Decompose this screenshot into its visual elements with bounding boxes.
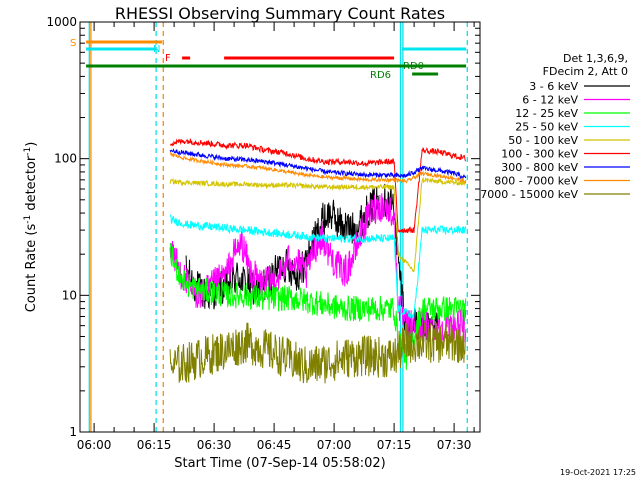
axes: 1 10 100 1000 06:00 06:15 06:30 06:45 07:00 07:15… [46, 15, 480, 452]
y-tick-label-2: 10 [62, 288, 77, 302]
y-axis-label-main: Count Rate (s [24, 224, 39, 313]
legend-label-2: 6 - 12 keV [522, 94, 578, 107]
flag-label-rd0: RD0 [403, 61, 424, 72]
chart-title: RHESSI Observing Summary Count Rates [115, 4, 445, 23]
series-line-7 [169, 148, 467, 180]
legend-label-9: 7000 - 15000 keV [480, 188, 578, 201]
legend-label-5: 50 - 100 keV [508, 134, 578, 147]
x-tick-label-3: 06:30 [197, 438, 232, 452]
y-axis-label: Count Rate (s-1 detector-1) [23, 142, 39, 313]
x-tick-label-2: 06:15 [137, 438, 172, 452]
series-line-4 [169, 214, 467, 319]
legend-label-4: 25 - 50 keV [515, 121, 578, 134]
x-axis-label: Start Time (07-Sep-14 05:58:02) [174, 456, 385, 471]
y-tick-label-4: 1000 [46, 15, 77, 29]
plot-area: S NF RD0 RD6 [70, 22, 468, 432]
legend-label-8: 800 - 7000 keV [494, 175, 578, 188]
plot-frame [79, 21, 481, 433]
legend-label-1: 3 - 6 keV [529, 80, 578, 93]
legend-label-6: 100 - 300 keV [501, 148, 578, 161]
legend-header-1: Det 1,3,6,9, [563, 52, 628, 65]
legend-header-2: FDecim 2, Att 0 [543, 65, 628, 78]
series-line-5 [169, 176, 467, 273]
x-tick-label-1: 06:00 [77, 438, 112, 452]
y-axis-label-sup1: -1 [23, 215, 33, 224]
flag-label-rd6: RD6 [370, 70, 391, 81]
y-axis-label-mid: detector [24, 155, 39, 215]
legend-label-7: 300 - 800 keV [501, 161, 578, 174]
series-line-6 [169, 138, 466, 234]
series-line-9 [169, 322, 467, 384]
series-line-1 [185, 183, 439, 342]
flag-label-s: S [70, 38, 76, 49]
x-tick-label-7: 07:30 [437, 438, 472, 452]
y-tick-label-3: 100 [54, 152, 77, 166]
series-line-8 [170, 152, 467, 184]
flag-label-f: F [165, 53, 171, 64]
footer-timestamp: 19-Oct-2021 17:25 [560, 468, 636, 477]
series-line-3 [169, 243, 467, 370]
x-tick-label-4: 06:45 [257, 438, 292, 452]
x-tick-label-6: 07:15 [377, 438, 412, 452]
y-tick-label-1: 1 [69, 425, 77, 439]
flag-label-n: N [153, 44, 160, 55]
y-axis-label-sup2: -1 [23, 147, 33, 156]
legend-label-3: 12 - 25 keV [515, 107, 578, 120]
y-axis-label-end: ) [24, 142, 39, 147]
x-tick-label-5: 07:00 [317, 438, 352, 452]
